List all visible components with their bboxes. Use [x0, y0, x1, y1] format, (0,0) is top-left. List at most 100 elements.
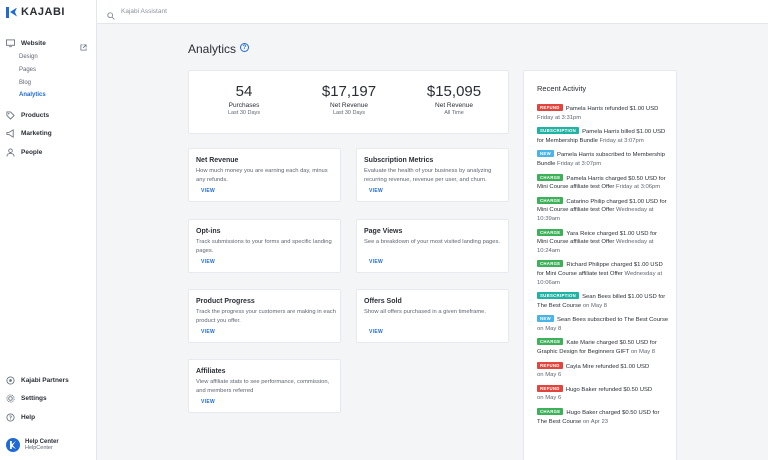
activity-item: CHARGE Hugo Baker charged $0.50 USD for T… [537, 408, 669, 426]
sidebar: KAJABI Website Design Pages Blog Analyti… [0, 0, 97, 460]
activity-text: subscribed to [594, 152, 633, 159]
activity-badge-charge: CHARGE [537, 173, 564, 181]
activity-time: Wednesday at 10:06am [537, 270, 663, 286]
sidebar-item-label: Products [21, 112, 50, 119]
help-circle-icon[interactable]: ? [240, 43, 249, 52]
activity-person-link[interactable]: Hugo Baker [566, 410, 598, 417]
tile-description: Track submissions to your forms and spec… [196, 239, 332, 254]
activity-badge-charge: CHARGE [537, 338, 564, 346]
activity-person-link[interactable]: Catarino Philip [566, 198, 605, 205]
activity-person-link[interactable]: Cayla Mire [565, 363, 594, 370]
activity-text: charged $1.00 USD for [604, 198, 667, 205]
activity-time: Friday at 3:31pm [537, 114, 582, 121]
activity-person-link[interactable]: Sean Bees [556, 317, 586, 324]
tile-description: View affiliate stats to see performance,… [196, 379, 330, 394]
help-center-title: Help Center [25, 439, 59, 445]
sidebar-item-kajabi-partners[interactable]: Kajabi Partners [6, 376, 69, 385]
activity-offer-link[interactable]: Mini Course affiliate test Offer [537, 239, 615, 246]
tile-description: Evaluate the health of your business by … [364, 168, 492, 183]
sidebar-item-label: Settings [21, 395, 47, 402]
tile-affiliates[interactable]: Affiliates View affiliate stats to see p… [188, 359, 341, 413]
tile-offers-sold[interactable]: Offers Sold Show all offers purchased in… [356, 289, 509, 343]
activity-offer-link[interactable]: The Best Course [537, 418, 582, 425]
activity-offer-link[interactable]: Graphic Design for Beginners GIFT [537, 349, 630, 356]
activity-offer-link[interactable]: The Best Course [623, 317, 669, 324]
activity-person-link[interactable]: Hugo Baker [565, 386, 597, 393]
activity-badge-charge: CHARGE [537, 228, 564, 236]
view-button[interactable]: VIEW [369, 188, 383, 194]
activity-time: Wednesday at 10:39am [537, 207, 654, 222]
tile-net-revenue[interactable]: Net Revenue How much money you are earni… [188, 148, 341, 202]
search-icon [107, 7, 115, 20]
activity-text: charged $0.50 USD for [597, 410, 660, 417]
tile-title: Net Revenue [196, 157, 239, 164]
view-button[interactable]: VIEW [201, 188, 215, 194]
activity-person-link[interactable]: Yara Reice [566, 230, 596, 237]
sidebar-item-people[interactable]: People [6, 148, 42, 157]
sidebar-subitem-analytics[interactable]: Analytics [19, 92, 46, 98]
tile-title: Opt-ins [196, 228, 221, 235]
logo-text: KAJABI [21, 6, 65, 18]
activity-person-link[interactable]: Richard Philippe [566, 262, 610, 269]
help-center-account[interactable]: Help Center HelpCenter [6, 438, 59, 452]
activity-person-link[interactable]: Pamela Harris [582, 129, 620, 136]
activity-offer-link[interactable]: Mini Course affiliate test Offer [537, 184, 615, 191]
activity-offer-link[interactable]: Mini Course affiliate test Offer [545, 270, 623, 277]
sidebar-item-marketing[interactable]: Marketing [6, 129, 52, 138]
activity-text: billed $1.00 USD for [610, 294, 666, 301]
tile-title: Subscription Metrics [364, 157, 434, 164]
activity-badge-charge: CHARGE [537, 408, 564, 416]
sidebar-item-settings[interactable]: Settings [6, 394, 47, 403]
activity-badge-refund: REFUND [537, 104, 563, 111]
view-button[interactable]: VIEW [201, 259, 215, 265]
tile-title: Product Progress [196, 298, 255, 305]
activity-time: Friday at 3:07pm [555, 160, 602, 167]
search-input[interactable] [121, 7, 321, 15]
recent-activity-panel: Recent Activity REFUND Pamela Harris refu… [523, 70, 677, 460]
activity-time: Friday at 3:06pm [614, 184, 661, 191]
activity-offer-link[interactable]: Membership Bundle [537, 152, 665, 167]
activity-item: REFUND Cayla Mire refunded $1.00 USD on M… [537, 361, 669, 380]
search-bar[interactable] [107, 7, 321, 20]
activity-person-link[interactable]: Pamela Harris [566, 175, 604, 182]
stat-period: All Time [444, 110, 464, 116]
sidebar-item-website[interactable]: Website [6, 39, 46, 48]
activity-text: charged $1.00 USD for [595, 230, 658, 237]
tile-product-progress[interactable]: Product Progress Track the progress your… [188, 289, 341, 343]
kajabi-logo[interactable]: KAJABI [6, 6, 65, 18]
activity-time: Wednesday at 10:24am [537, 239, 654, 254]
sidebar-subitem-pages[interactable]: Pages [19, 67, 37, 73]
stats-summary-card: 54 Purchases Last 30 Days $17,197 Net Re… [188, 70, 509, 134]
tile-subscription-metrics[interactable]: Subscription Metrics Evaluate the health… [356, 148, 509, 202]
activity-badge-refund: REFUND [537, 361, 563, 369]
activity-offer-link[interactable]: The Best Course [537, 302, 582, 309]
svg-text:?: ? [9, 416, 12, 422]
sidebar-item-products[interactable]: Products [6, 111, 49, 120]
sidebar-subitem-design[interactable]: Design [19, 54, 38, 60]
tile-opt-ins[interactable]: Opt-ins Track submissions to your forms … [188, 219, 341, 273]
activity-time: on May 6 [537, 372, 562, 379]
sidebar-item-help[interactable]: ? Help [6, 413, 35, 422]
tile-page-views[interactable]: Page Views See a breakdown of your most … [356, 219, 509, 273]
activity-text: refunded $0.50 USD [596, 386, 653, 393]
recent-activity-title: Recent Activity [537, 84, 587, 93]
activity-person-link[interactable]: Pamela Harris [556, 152, 595, 159]
activity-text: billed $1.00 USD for [537, 129, 666, 144]
view-button[interactable]: VIEW [201, 329, 215, 335]
view-button[interactable]: VIEW [369, 329, 383, 335]
activity-item: CHARGE Pamela Harris charged $0.50 USD fo… [537, 173, 669, 192]
external-link-icon[interactable] [80, 38, 87, 51]
activity-item: SUBSCRIPTION Pamela Harris billed $1.00 U… [537, 127, 669, 145]
sidebar-subitem-blog[interactable]: Blog [19, 80, 32, 86]
tag-icon [6, 111, 15, 120]
stat-value: $17,197 [321, 83, 377, 100]
view-button[interactable]: VIEW [369, 259, 383, 265]
activity-offer-link[interactable]: Membership Bundle [545, 137, 598, 144]
activity-person-link[interactable]: Sean Bees [582, 294, 611, 301]
view-button[interactable]: VIEW [201, 399, 215, 405]
activity-offer-link[interactable]: Mini Course affiliate test Offer [537, 207, 615, 214]
activity-person-link[interactable]: Pamela Harris [565, 106, 604, 112]
activity-person-link[interactable]: Kate Marie [566, 340, 595, 347]
tile-title: Page Views [364, 228, 403, 235]
activity-text: charged $0.50 USD for [594, 340, 657, 347]
